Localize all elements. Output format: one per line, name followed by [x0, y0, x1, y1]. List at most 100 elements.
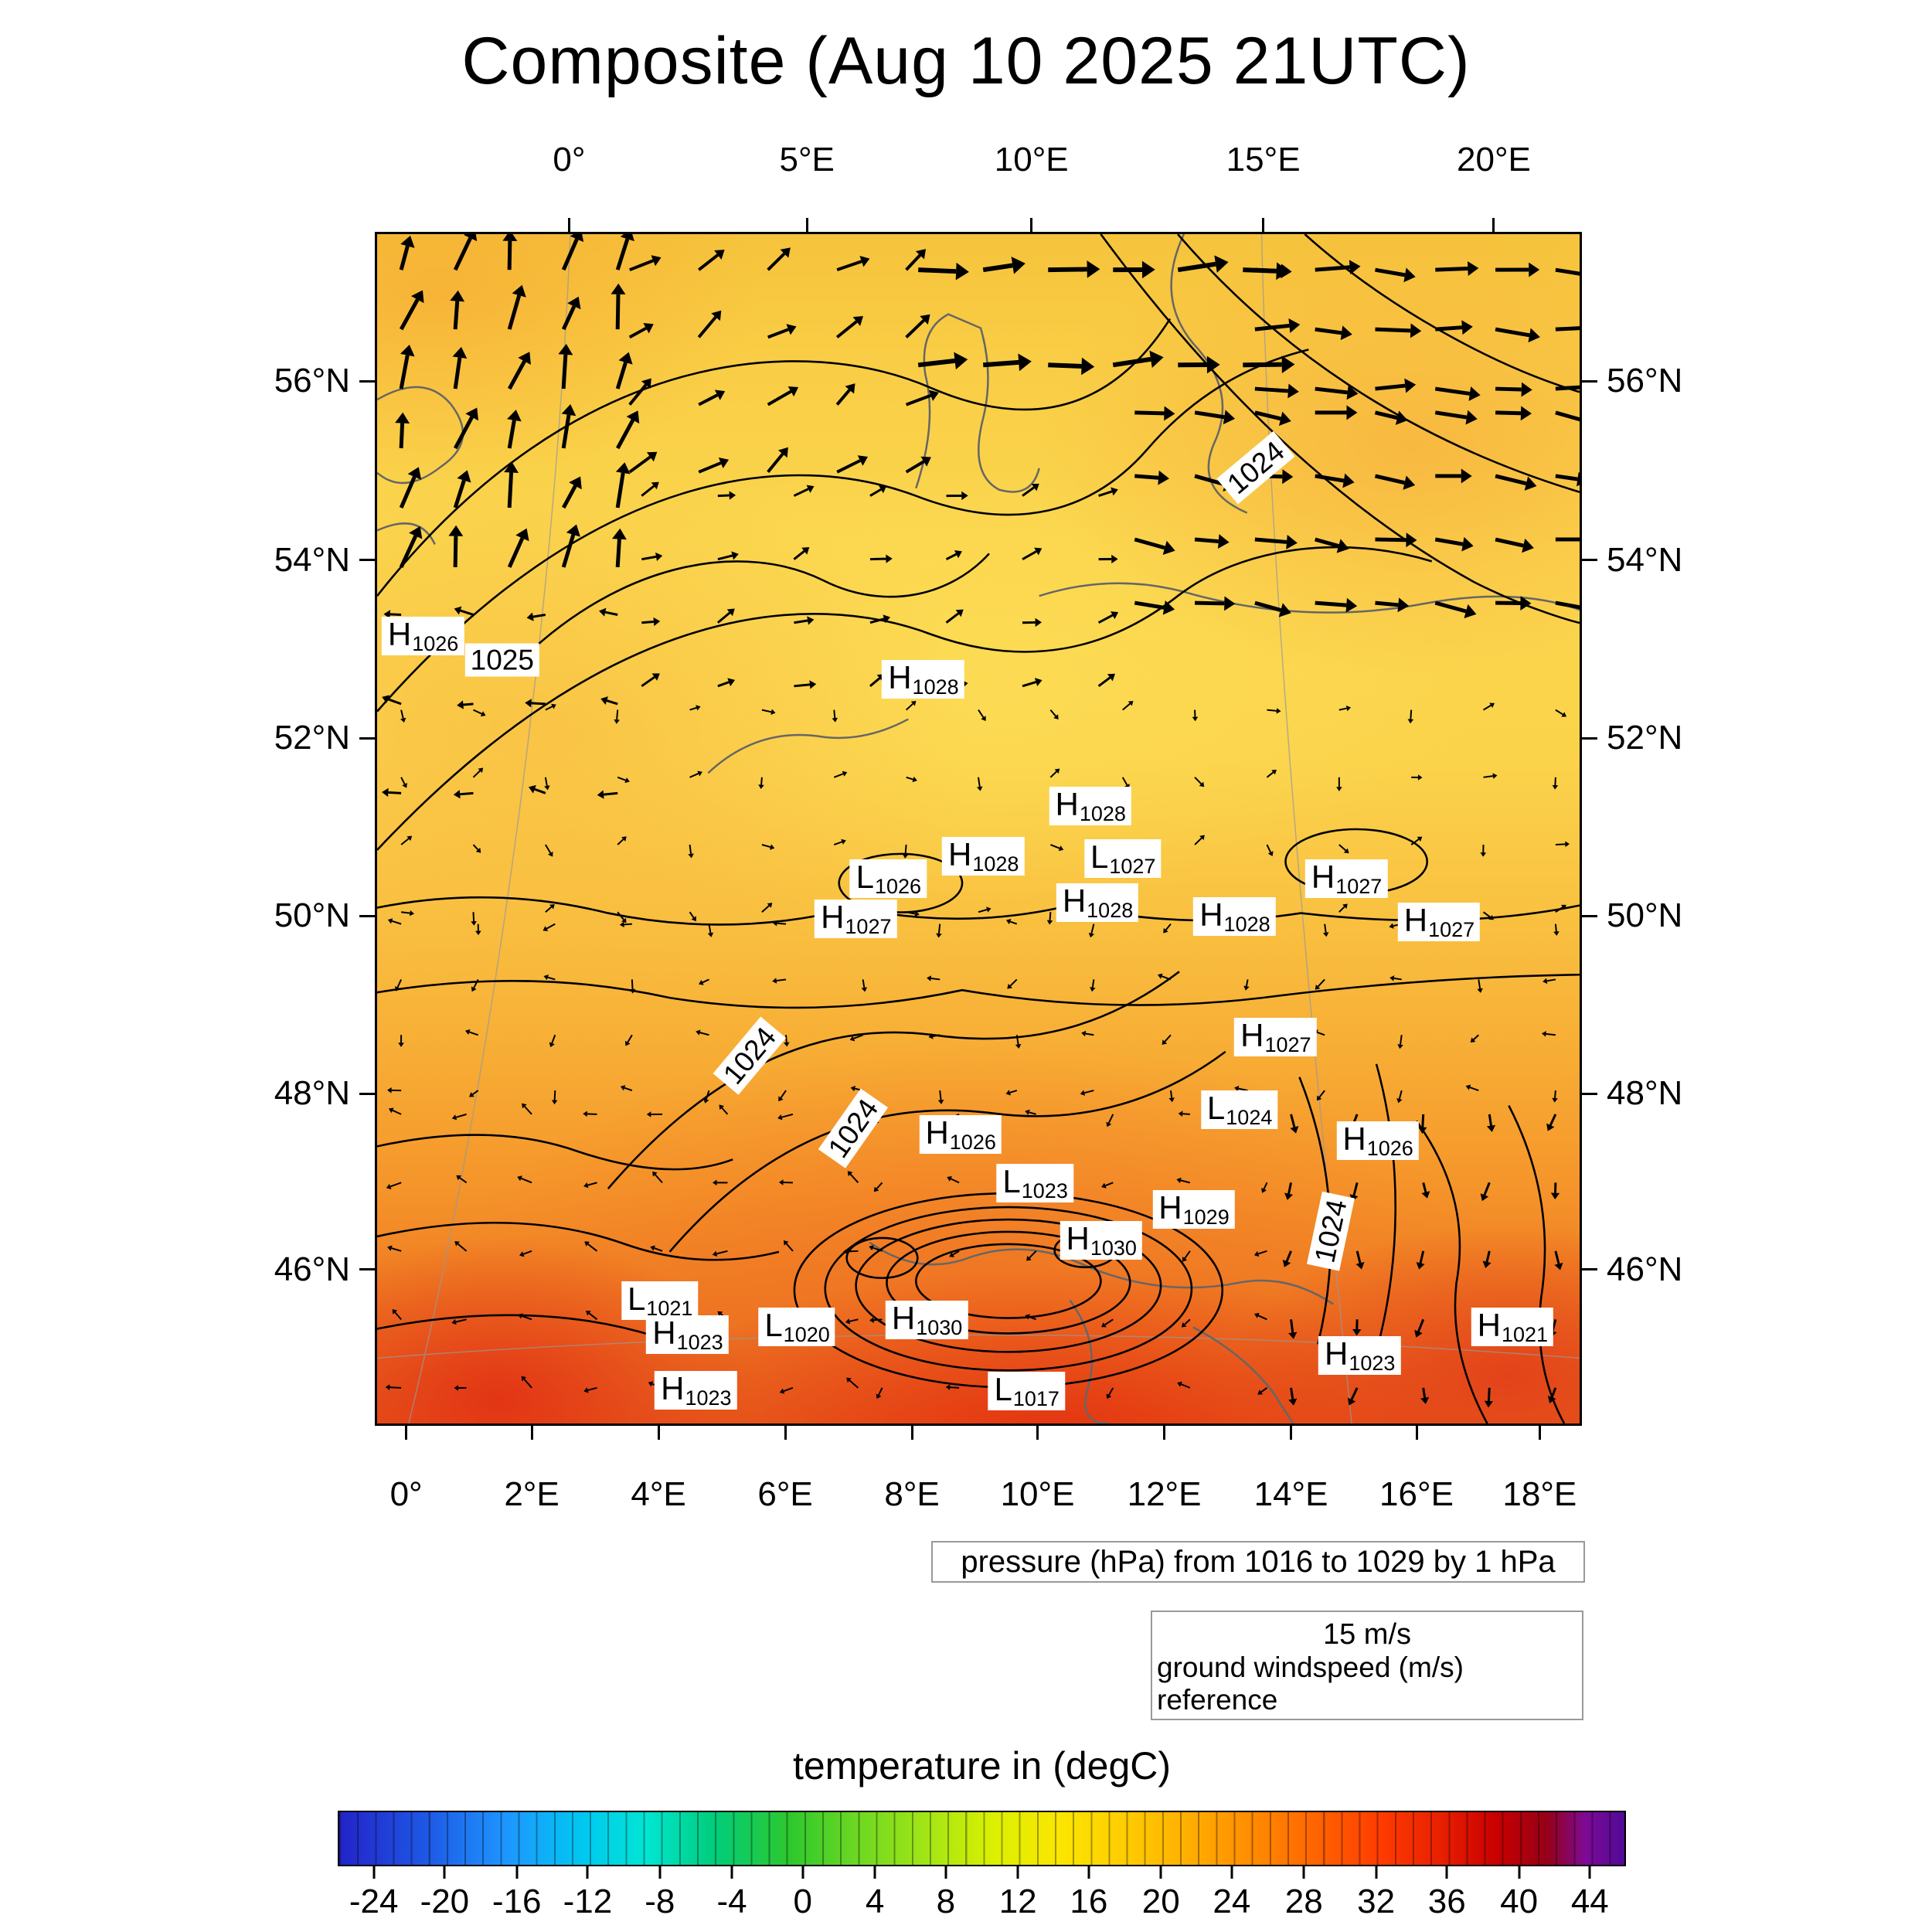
wind-arrow [521, 1315, 532, 1321]
wind-arrow [978, 909, 988, 913]
right-axis-label: 50°N [1607, 896, 1683, 935]
wind-arrow [473, 709, 482, 715]
pressure-center-label: H1028 [1056, 883, 1139, 922]
wind-arrow [453, 301, 460, 330]
wind-arrow [1374, 474, 1406, 485]
wind-arrow-head [400, 717, 406, 723]
pressure-center-value: 1026 [412, 632, 459, 656]
wind-arrow [399, 476, 417, 509]
wind-arrow [1485, 1250, 1491, 1263]
wind-arrow [849, 1318, 859, 1322]
pressure-center-label: L1026 [849, 859, 927, 899]
wind-arrow [392, 1109, 402, 1115]
wind-arrow-head [1543, 978, 1548, 985]
colorbar-tick-label: -16 [492, 1883, 542, 1920]
wind-arrow [794, 683, 811, 688]
colorbar-tick-label: -8 [645, 1883, 675, 1920]
wind-arrow [1134, 537, 1165, 550]
pressure-center-value: 1027 [845, 915, 892, 939]
left-axis-label: 46°N [274, 1250, 350, 1288]
page-title: Composite (Aug 10 2025 21UTC) [461, 24, 1471, 98]
wind-arrow-head [726, 608, 735, 617]
wind-arrow [1122, 702, 1131, 711]
wind-arrow-head [1316, 1095, 1322, 1101]
colorbar-tick-label: 8 [936, 1883, 956, 1920]
wind-arrow-head [504, 461, 519, 473]
left-axis-tick [359, 914, 375, 917]
wind-arrow [1352, 1182, 1359, 1196]
wind-arrow-head [629, 988, 636, 994]
wind-arrow-head [652, 1171, 658, 1177]
wind-arrow [689, 911, 695, 919]
wind-arrow [1049, 912, 1052, 920]
wind-arrow-head [1128, 700, 1134, 706]
wind-arrow-head [1395, 410, 1408, 425]
wind-arrow-head [1336, 539, 1349, 553]
wind-arrow-head [548, 851, 553, 857]
wind-arrow [978, 777, 981, 787]
wind-arrow [606, 699, 618, 706]
wind-arrow [654, 1247, 663, 1252]
wind-arrow-head [883, 614, 891, 624]
wind-arrow [615, 294, 621, 330]
colorbar-tick-label: 36 [1427, 1883, 1466, 1920]
pressure-center-value: 1028 [1079, 802, 1126, 826]
wind-arrow [561, 414, 571, 449]
pressure-center-letter: H [1311, 859, 1335, 896]
wind-arrow-head [1253, 1250, 1260, 1257]
wind-arrow [983, 359, 1019, 368]
wind-arrow [853, 1034, 863, 1039]
wind-arrow-head [651, 255, 662, 267]
left-axis-label: 50°N [274, 896, 350, 935]
pressure-center-value: 1017 [1012, 1387, 1060, 1411]
wind-arrow-head [451, 1114, 457, 1121]
pressure-center-letter: H [387, 616, 412, 653]
wind-arrow [522, 1250, 532, 1255]
wind-arrow [794, 619, 808, 624]
wind-arrow-head [1489, 702, 1495, 709]
wind-arrow-head [392, 1308, 398, 1315]
wind-arrow-head [1168, 1097, 1175, 1103]
wind-arrow-head [1480, 1193, 1489, 1202]
wind-arrow [781, 1113, 794, 1118]
wind-arrow [399, 355, 410, 389]
colorbar-segment-lines [339, 1812, 1624, 1865]
wind-arrow [1350, 1387, 1359, 1400]
wind-arrow-head [1178, 1111, 1183, 1117]
wind-arrow-head [1528, 328, 1540, 343]
wind-arrow [1285, 1250, 1292, 1262]
wind-arrow-head [1343, 848, 1349, 854]
wind-arrow [561, 534, 576, 568]
wind-arrow-head [621, 836, 627, 842]
wind-arrow [1009, 1090, 1018, 1094]
wind-arrow-head [1352, 1328, 1362, 1336]
wind-arrow [1049, 709, 1056, 717]
left-axis-label: 48°N [274, 1074, 350, 1113]
wind-arrow [717, 681, 730, 688]
wind-arrow-head [1465, 410, 1478, 425]
colorbar-tick [873, 1866, 876, 1879]
wind-arrow [906, 911, 916, 915]
wind-arrow [544, 777, 548, 787]
wind-arrow [1495, 537, 1524, 548]
wind-arrow-head [1058, 845, 1064, 852]
bottom-axis-tick [910, 1426, 913, 1440]
wind-arrow-head [402, 782, 407, 788]
wind-arrow-head [1267, 851, 1274, 856]
wind-arrow-head [914, 910, 920, 917]
wind-arrow-head [1111, 554, 1118, 564]
colorbar-tick-label: -24 [349, 1883, 399, 1920]
wind-arrow-head [719, 1104, 725, 1111]
wind-arrow-head [1080, 1090, 1086, 1096]
pressure-center-letter: L [1206, 1089, 1226, 1126]
wind-arrow-head [1420, 1396, 1430, 1404]
wind-arrow [1104, 1318, 1114, 1326]
wind-arrow [587, 1182, 597, 1186]
right-axis-label: 46°N [1607, 1250, 1683, 1288]
wind-arrow-head [407, 467, 422, 480]
wind-arrow-head [398, 1043, 404, 1047]
wind-arrow-head [936, 933, 942, 938]
wind-arrow [1393, 977, 1402, 981]
wind-arrow-head [544, 785, 550, 791]
wind-arrow [1422, 1182, 1427, 1193]
